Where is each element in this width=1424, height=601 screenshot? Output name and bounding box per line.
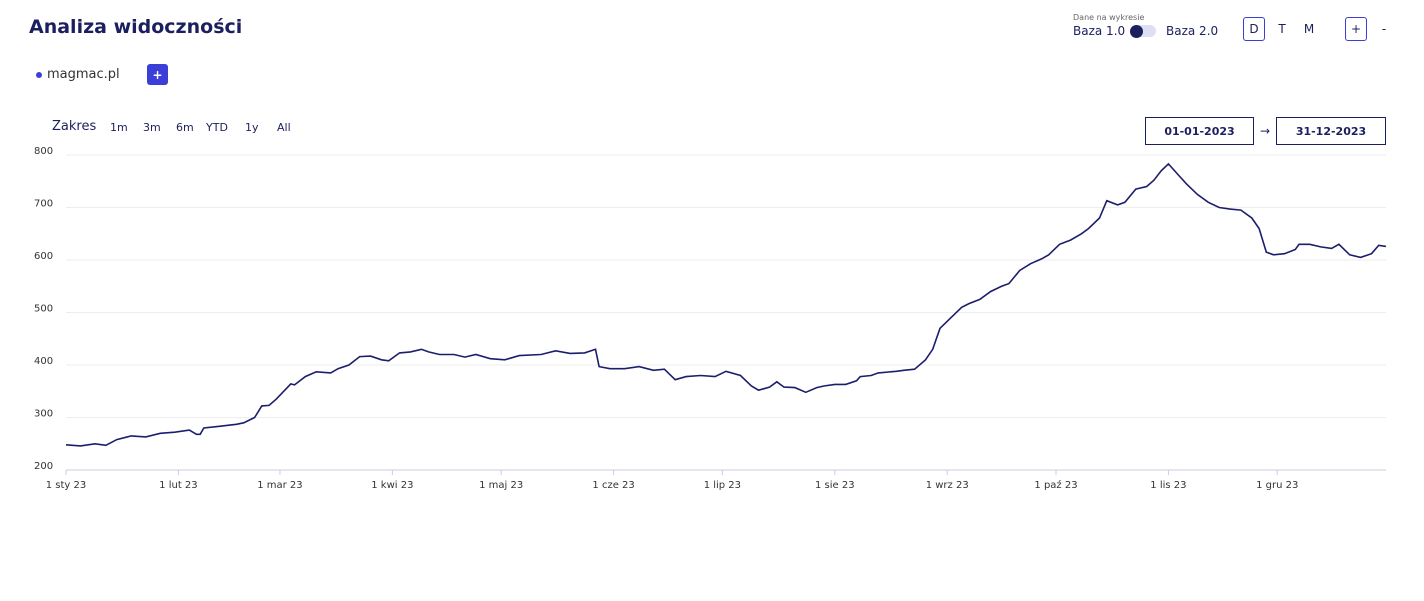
range-preset[interactable]: 1y bbox=[245, 121, 259, 134]
y-tick-label: 800 bbox=[34, 146, 53, 157]
data-source-label: Dane na wykresie bbox=[1073, 13, 1145, 22]
y-tick-label: 700 bbox=[34, 199, 53, 210]
base-option[interactable]: Baza 2.0 bbox=[1166, 24, 1219, 38]
x-tick-label: 1 sty 23 bbox=[46, 480, 87, 491]
x-tick-label: 1 kwi 23 bbox=[371, 480, 413, 491]
base-option[interactable]: Baza 1.0 bbox=[1073, 24, 1126, 38]
x-tick-label: 1 paź 23 bbox=[1034, 479, 1077, 491]
range-preset[interactable]: 6m bbox=[176, 121, 194, 134]
range-preset[interactable]: All bbox=[277, 121, 291, 134]
x-tick-label: 1 cze 23 bbox=[592, 480, 634, 491]
series-line bbox=[65, 162, 1387, 447]
x-tick-label: 1 lip 23 bbox=[704, 480, 741, 491]
range-label: Zakres bbox=[52, 119, 97, 134]
range-preset[interactable]: YTD bbox=[206, 121, 228, 134]
date-from[interactable]: 01-01-2023 bbox=[1145, 117, 1254, 145]
legend-item[interactable]: magmac.pl bbox=[47, 67, 120, 82]
x-tick-label: 1 wrz 23 bbox=[926, 480, 969, 491]
date-to[interactable]: 31-12-2023 bbox=[1276, 117, 1386, 145]
granularity-button[interactable]: M bbox=[1303, 22, 1315, 36]
y-tick-label: 200 bbox=[34, 461, 53, 472]
toggle-knob bbox=[1130, 25, 1143, 38]
x-tick-label: 1 gru 23 bbox=[1256, 480, 1298, 491]
x-tick-label: 1 mar 23 bbox=[257, 480, 302, 491]
zoom-button[interactable]: - bbox=[1381, 22, 1387, 36]
y-tick-label: 300 bbox=[34, 409, 53, 420]
legend-dot bbox=[36, 72, 42, 78]
x-tick-label: 1 sie 23 bbox=[815, 480, 855, 491]
date-arrow: → bbox=[1259, 124, 1271, 138]
x-tick-label: 1 lut 23 bbox=[159, 480, 197, 491]
toggle[interactable] bbox=[1130, 25, 1156, 38]
x-tick-label: 1 maj 23 bbox=[479, 480, 523, 491]
zoom-button[interactable]: + bbox=[1345, 17, 1367, 41]
y-tick-label: 600 bbox=[34, 251, 53, 262]
granularity-button[interactable]: D bbox=[1243, 17, 1265, 41]
range-preset[interactable]: 3m bbox=[143, 121, 161, 134]
x-tick-label: 1 lis 23 bbox=[1150, 480, 1186, 491]
add-button[interactable]: + bbox=[147, 64, 168, 85]
granularity-button[interactable]: T bbox=[1278, 22, 1286, 36]
range-preset[interactable]: 1m bbox=[110, 121, 128, 134]
page-title: Analiza widoczności bbox=[29, 16, 243, 38]
y-tick-label: 500 bbox=[34, 304, 53, 315]
y-tick-label: 400 bbox=[34, 356, 53, 367]
